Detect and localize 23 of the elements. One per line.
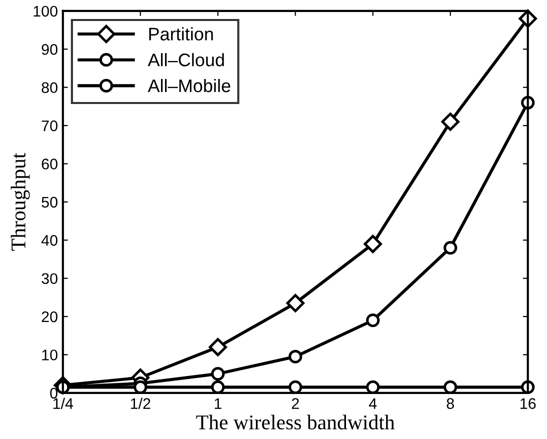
legend-label: Partition — [149, 27, 213, 40]
x-tick-label: 1/2 — [130, 398, 150, 409]
y-tick-label: 90 — [42, 44, 58, 55]
y-tick-label: 0 — [50, 388, 58, 399]
y-tick-label: 80 — [42, 82, 58, 94]
y-tick-label: 50 — [42, 196, 58, 208]
x-tick-label: 2 — [292, 398, 299, 409]
x-tick-label: 8 — [446, 398, 454, 409]
x-axis-title: The wireless bandwidth — [196, 414, 395, 430]
x-tick-label: 16 — [520, 398, 536, 409]
y-tick-label: 100 — [34, 6, 58, 17]
y-tick-label: 60 — [42, 158, 58, 170]
legend-label: All–Mobile — [148, 78, 230, 92]
y-tick-label: 30 — [42, 273, 58, 284]
x-tick-label: 1/4 — [53, 398, 74, 409]
y-tick-label: 70 — [42, 120, 58, 132]
y-axis-title: Throughput — [10, 152, 30, 251]
y-tick-label: 20 — [42, 311, 58, 322]
legend-label: All–Cloud — [148, 53, 224, 66]
x-tick-label: 4 — [368, 398, 377, 409]
y-tick-label: 10 — [42, 350, 58, 360]
x-tick-label: 1 — [214, 398, 222, 409]
y-tick-label: 40 — [41, 235, 58, 246]
